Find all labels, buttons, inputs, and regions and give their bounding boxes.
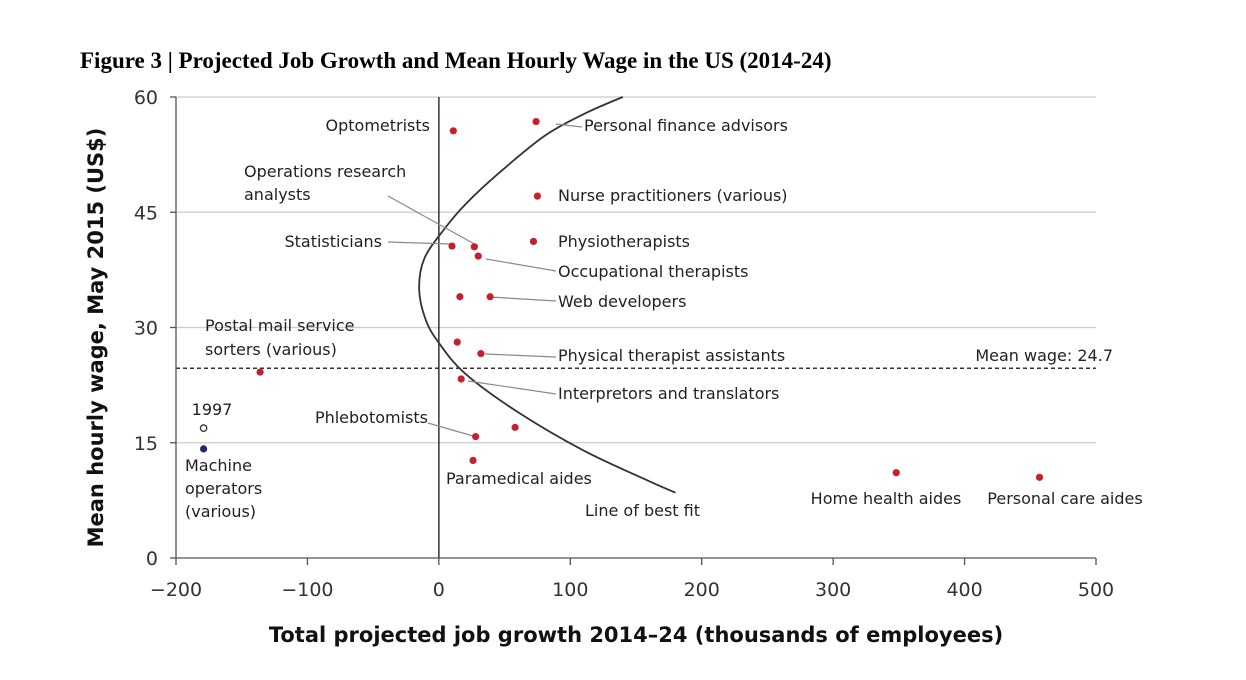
leader-line (467, 380, 557, 395)
leader-lines (387, 123, 583, 437)
data-point (1035, 473, 1044, 481)
best-fit-line (418, 96, 676, 494)
x-axis-title: Total projected job growth 2014–24 (thou… (269, 623, 1003, 647)
point-label-optometrists: Optometrists (326, 116, 430, 135)
data-point (486, 293, 494, 301)
grid-layer (176, 96, 1096, 444)
data-point (892, 469, 900, 477)
data-point (456, 293, 464, 301)
point-label-home-health: Home health aides (811, 489, 962, 508)
leader-line (484, 353, 557, 358)
x-tick-label: −200 (150, 579, 202, 601)
data-point (529, 237, 538, 246)
leader-line (485, 258, 557, 272)
data-point (449, 127, 457, 135)
point-label-statisticians: Statisticians (284, 232, 382, 251)
leader-line (489, 296, 557, 302)
data-point (470, 243, 478, 251)
point-label-occupational: Occupational therapists (558, 262, 748, 281)
data-point (511, 423, 519, 431)
figure-title: Figure 3 | Projected Job Growth and Mean… (80, 48, 832, 73)
data-point (533, 192, 542, 200)
point-label-y1997: 1997 (192, 400, 233, 419)
point-label-physio: Physiotherapists (558, 232, 690, 251)
point-label-personal-care: Personal care aides (987, 489, 1142, 508)
point-label-phlebotomists: Phlebotomists (315, 408, 428, 427)
data-point (469, 456, 477, 465)
point-label-postal-2: sorters (various) (205, 340, 337, 359)
label-layer: Optometrists Personal finance advisors Ope… (185, 116, 1143, 521)
x-tick-label: 300 (815, 579, 851, 601)
data-point (477, 350, 485, 358)
leader-line (427, 422, 474, 437)
leader-line (387, 241, 451, 245)
x-tick-label: 200 (684, 579, 720, 601)
data-point (457, 375, 465, 383)
data-point (453, 338, 461, 346)
point-label-machine-1: Machine (185, 456, 252, 475)
axis-layer: 0 15 30 45 60 −200 −100 0 100 200 300 400 500 Total p… (84, 87, 1114, 647)
leader-line (555, 123, 583, 128)
x-tick-label: 400 (946, 579, 982, 601)
point-label-machine-2: operators (185, 479, 262, 498)
point-label-nurse: Nurse practitioners (various) (558, 186, 788, 205)
point-label-personal-finance: Personal finance advisors (584, 116, 788, 135)
data-point (474, 252, 482, 260)
point-layer (199, 117, 1044, 481)
point-label-pt-assistants: Physical therapist assistants (558, 346, 785, 365)
x-tick-label: 0 (433, 579, 445, 601)
y-tick-label: 0 (146, 548, 158, 570)
point-label-interpreters: Interpretors and translators (558, 384, 779, 403)
data-point (448, 242, 456, 250)
y-tick-label: 30 (134, 318, 158, 340)
point-label-fit: Line of best fit (585, 501, 700, 520)
point-label-ops-research-1: Operations research (244, 162, 406, 181)
point-label-paramedical: Paramedical aides (446, 469, 592, 488)
y-tick-label: 15 (134, 433, 158, 455)
y-tick-label: 60 (134, 87, 158, 109)
data-point (256, 368, 264, 376)
data-point (472, 433, 480, 441)
x-tick-label: 100 (552, 579, 588, 601)
point-label-machine-3: (various) (185, 502, 256, 521)
leader-line (387, 195, 479, 247)
fit-layer (418, 96, 676, 494)
point-label-postal-1: Postal mail service (205, 316, 355, 335)
data-point (532, 117, 540, 126)
point-label-web: Web developers (558, 292, 686, 311)
y-tick-label: 45 (134, 202, 158, 224)
data-point (200, 445, 208, 453)
y-axis-title: Mean hourly wage, May 2015 (US$) (84, 128, 108, 548)
point-label-ops-research-2: analysts (244, 185, 311, 204)
point-label-mean: Mean wage: 24.7 (975, 346, 1113, 365)
x-tick-label: −100 (281, 579, 333, 601)
x-tick-label: 500 (1078, 579, 1114, 601)
data-point-1997 (199, 424, 208, 433)
